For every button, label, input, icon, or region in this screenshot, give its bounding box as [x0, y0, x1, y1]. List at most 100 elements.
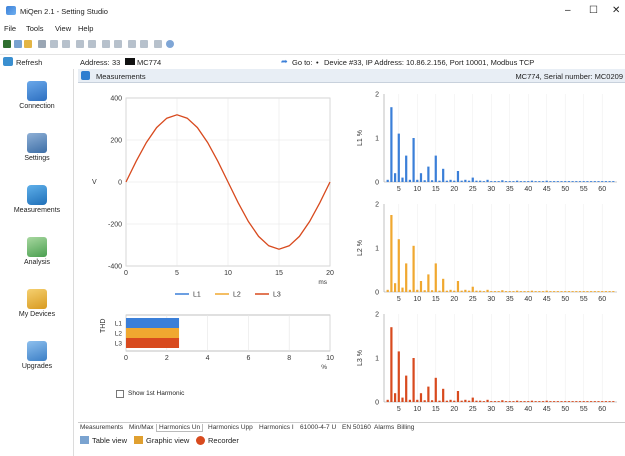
menu-help[interactable]: Help: [78, 24, 94, 33]
download-icon[interactable]: [114, 40, 122, 48]
tab-harmonics-un[interactable]: Harmonics Un: [156, 424, 204, 432]
x-tick-label: 55: [580, 296, 588, 303]
open-folder-icon[interactable]: [24, 40, 32, 48]
goto-separator: •: [316, 58, 319, 67]
x-tick-label: 20: [450, 406, 458, 413]
x-tick-label: 5: [175, 270, 179, 277]
tab-bar: Measurements Min/Max Harmonics Un Harmon…: [78, 422, 625, 434]
harmonic-bar: [501, 290, 504, 292]
refresh-button[interactable]: Refresh: [16, 58, 43, 67]
menu-tools[interactable]: Tools: [26, 24, 44, 33]
tab-alarms[interactable]: Alarms: [374, 424, 395, 431]
maximize-button[interactable]: ☐: [589, 5, 598, 16]
harmonic-bar: [430, 180, 434, 182]
tab-min-max[interactable]: Min/Max: [129, 424, 154, 431]
harmonic-bar: [538, 181, 541, 182]
sidebar-item-label: Measurements: [13, 207, 61, 214]
harmonic-bar: [471, 397, 474, 402]
harmonic-bar: [612, 291, 615, 292]
goto-button[interactable]: Go to:: [292, 58, 313, 67]
y-axis-label: THD: [100, 319, 107, 333]
tab-billing[interactable]: Billing: [397, 424, 415, 431]
harmonic-bar: [575, 291, 578, 292]
minimize-button[interactable]: –: [565, 5, 571, 16]
harmonic-bar: [497, 181, 500, 182]
show-1st-harmonic-checkbox[interactable]: [116, 390, 124, 398]
y-tick-label: 2: [375, 312, 379, 319]
legend-label-L1: L1: [193, 292, 201, 299]
harmonic-bar: [408, 179, 411, 182]
harmonic-bar: [412, 245, 415, 292]
refresh-icon[interactable]: [3, 57, 13, 66]
harmonic-bar: [549, 291, 552, 292]
sidebar-item-analysis[interactable]: Analysis: [0, 237, 74, 266]
save-icon[interactable]: [14, 40, 22, 48]
x-tick-label: 25: [469, 296, 477, 303]
harmonic-bar: [486, 399, 489, 402]
globe-icon[interactable]: [166, 40, 174, 48]
table-view-button[interactable]: Table view: [92, 436, 128, 445]
harmonic-bar: [501, 400, 504, 402]
harmonic-bar: [597, 291, 600, 292]
x-tick-label: 15: [432, 296, 440, 303]
harmonic-bar: [582, 401, 585, 402]
harmonic-bar: [490, 291, 493, 292]
sidebar-item-connection[interactable]: Connection: [0, 81, 74, 110]
paste-icon[interactable]: [50, 40, 58, 48]
harmonic-bar: [423, 290, 426, 292]
sidebar-item-settings[interactable]: Settings: [0, 133, 74, 162]
tab-en-50160[interactable]: EN 50160: [342, 424, 371, 431]
recorder-button[interactable]: Recorder: [208, 436, 239, 445]
tab-61000-4-7-u[interactable]: 61000-4-7 U: [300, 424, 337, 431]
x-axis-label: ms: [318, 279, 327, 286]
harmonic-bar: [430, 400, 434, 402]
menu-view[interactable]: View: [55, 24, 72, 33]
sidebar-item-my-devices[interactable]: My Devices: [0, 289, 74, 318]
harmonic-bar: [386, 399, 389, 402]
tab-harmonics-i[interactable]: Harmonics I: [259, 424, 294, 431]
menu-file[interactable]: File: [4, 24, 17, 33]
harmonic-bar: [401, 397, 404, 402]
graphic-view-icon: [134, 436, 143, 444]
harmonic-bar: [464, 179, 467, 182]
copy-icon[interactable]: [38, 40, 46, 48]
x-tick-label: 60: [598, 186, 606, 193]
harmonic-bar: [553, 181, 556, 182]
x-tick-label: 10: [413, 406, 421, 413]
x-tick-label: 35: [506, 406, 514, 413]
sidebar-item-upgrades[interactable]: Upgrades: [0, 341, 74, 370]
harmonic-bar: [427, 274, 430, 292]
graphic-view-button[interactable]: Graphic view: [146, 436, 190, 445]
harmonic-bar: [582, 291, 585, 292]
chart-tool-icon[interactable]: [128, 40, 136, 48]
monitor-icon[interactable]: [140, 40, 148, 48]
x-tick-label: 10: [413, 296, 421, 303]
harmonic-bar: [593, 401, 596, 402]
close-button[interactable]: ✕: [612, 5, 621, 16]
gear-icon[interactable]: [154, 40, 162, 48]
tab-measurements[interactable]: Measurements: [80, 424, 123, 431]
toolbar: [0, 38, 625, 52]
tab-harmonics-upp[interactable]: Harmonics Upp: [208, 424, 253, 431]
sidebar-item-measurements[interactable]: Measurements: [0, 185, 74, 214]
upload-icon[interactable]: [102, 40, 110, 48]
harmonic-bar: [545, 290, 548, 292]
new-icon[interactable]: [3, 40, 11, 48]
delete-icon[interactable]: [88, 40, 96, 48]
harmonic-bar: [416, 179, 419, 182]
harmonic-bar: [453, 290, 456, 292]
cut-icon[interactable]: [76, 40, 84, 48]
y-axis-label: V: [92, 179, 97, 186]
y-tick-label: 1: [375, 246, 379, 253]
y-tick-label: 400: [110, 96, 122, 103]
harmonic-bar: [553, 291, 556, 292]
harmonic-bar: [453, 400, 456, 402]
address-value[interactable]: 33: [112, 58, 121, 67]
harmonics-chart-L1: 5 10 15 20 25 30 35 40 45 50 55 60 0 1 2 L1 %: [357, 92, 617, 193]
measurements-icon: [81, 71, 90, 80]
harmonic-bar: [590, 181, 593, 182]
harmonic-bar: [475, 290, 478, 292]
clipboard-icon[interactable]: [62, 40, 70, 48]
harmonic-bar: [482, 401, 485, 402]
harmonic-bar: [482, 291, 485, 292]
